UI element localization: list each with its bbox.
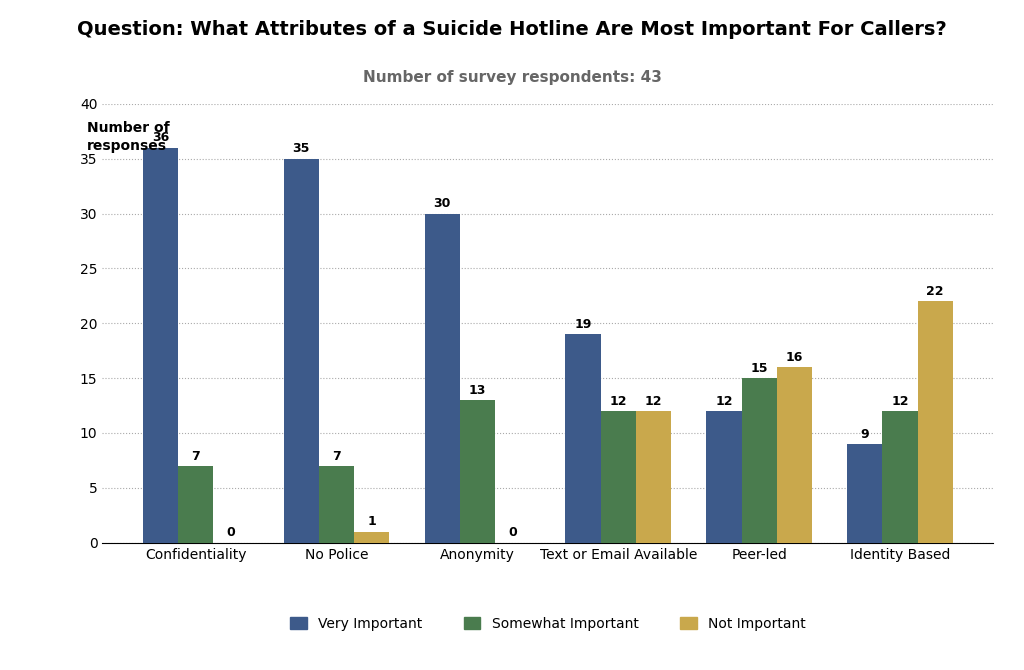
Text: 12: 12 (645, 395, 663, 408)
Text: 13: 13 (469, 384, 486, 397)
Text: 9: 9 (860, 427, 869, 441)
Bar (284, 159, 318, 543)
Text: 22: 22 (927, 285, 944, 298)
Bar (777, 367, 812, 543)
Text: Question: What Attributes of a Suicide Hotline Are Most Important For Callers?: Question: What Attributes of a Suicide H… (77, 20, 947, 39)
Legend: Very Important, Somewhat Important, Not Important: Very Important, Somewhat Important, Not … (285, 611, 811, 636)
Text: 30: 30 (433, 197, 451, 210)
Text: 12: 12 (891, 395, 908, 408)
Bar (425, 214, 460, 543)
Text: 7: 7 (191, 450, 200, 462)
Bar (460, 400, 495, 543)
Bar (883, 411, 918, 543)
Bar (707, 411, 741, 543)
Text: 0: 0 (226, 527, 236, 539)
Text: 0: 0 (508, 527, 517, 539)
Bar (918, 302, 952, 543)
Text: 16: 16 (785, 351, 803, 364)
Bar (847, 444, 883, 543)
Text: 35: 35 (293, 143, 310, 155)
Bar (178, 466, 213, 543)
Bar (741, 378, 777, 543)
Text: 15: 15 (751, 362, 768, 375)
Text: 7: 7 (332, 450, 341, 462)
Bar (601, 411, 636, 543)
Text: 36: 36 (152, 131, 169, 145)
Bar (354, 532, 389, 543)
Text: 19: 19 (574, 318, 592, 331)
Text: Number of survey respondents: 43: Number of survey respondents: 43 (362, 70, 662, 85)
Text: 12: 12 (715, 395, 732, 408)
Text: 12: 12 (609, 395, 627, 408)
Text: 1: 1 (368, 515, 376, 529)
Bar (143, 148, 178, 543)
Bar (318, 466, 354, 543)
Text: Number of
responses: Number of responses (87, 121, 170, 153)
Bar (565, 334, 601, 543)
Bar (636, 411, 671, 543)
